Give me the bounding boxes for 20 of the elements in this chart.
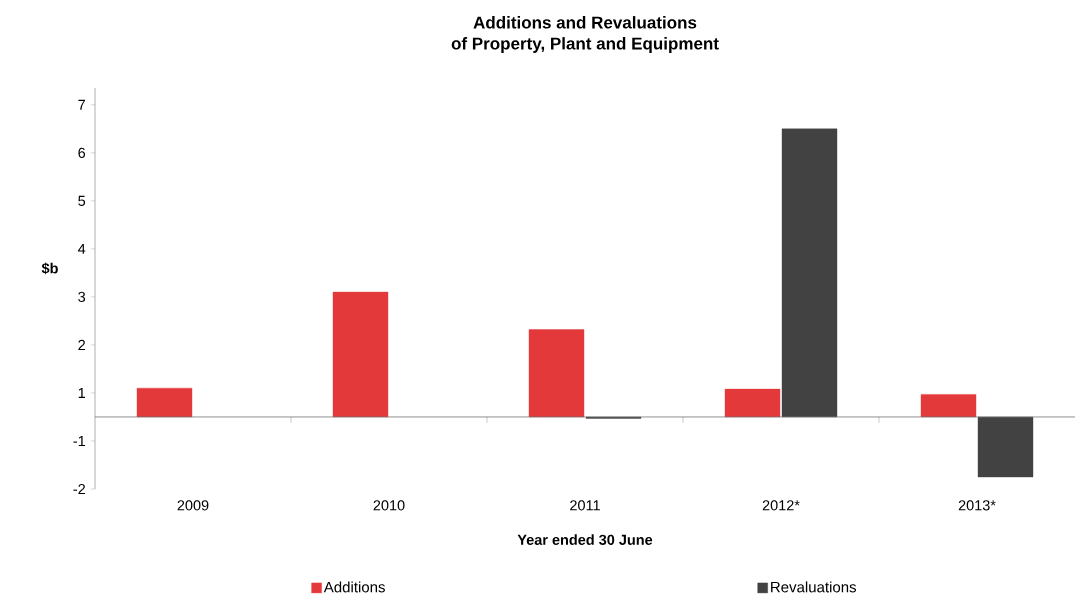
y-tick-label: -1 bbox=[73, 436, 86, 446]
x-tick-label: 2013* bbox=[958, 500, 996, 511]
y-tick-label: 6 bbox=[78, 147, 86, 158]
y-tick-label: 7 bbox=[78, 99, 85, 110]
x-tick-label: 2012* bbox=[762, 500, 800, 511]
y-tick-label: 4 bbox=[77, 243, 86, 254]
chart-subtitle: of Property, Plant and Equipment bbox=[451, 37, 719, 53]
y-tick-label: 1 bbox=[78, 387, 86, 398]
y-axis-title: $b bbox=[41, 262, 58, 275]
y-tick-label: -2 bbox=[73, 483, 85, 495]
y-tick-label: 2 bbox=[78, 339, 85, 350]
x-tick-label: 2010 bbox=[373, 500, 405, 511]
y-tick-label: 3 bbox=[78, 291, 86, 303]
legend-label: Additions bbox=[323, 581, 385, 593]
x-axis-title: Year ended 30 June bbox=[517, 534, 653, 545]
x-tick-label: 2011 bbox=[570, 500, 600, 511]
chart-title: Additions and Revaluations bbox=[473, 16, 697, 29]
x-tick-label: 2009 bbox=[177, 500, 209, 511]
y-tick-label: 5 bbox=[78, 195, 86, 206]
legend-label: Revaluations bbox=[771, 581, 857, 593]
